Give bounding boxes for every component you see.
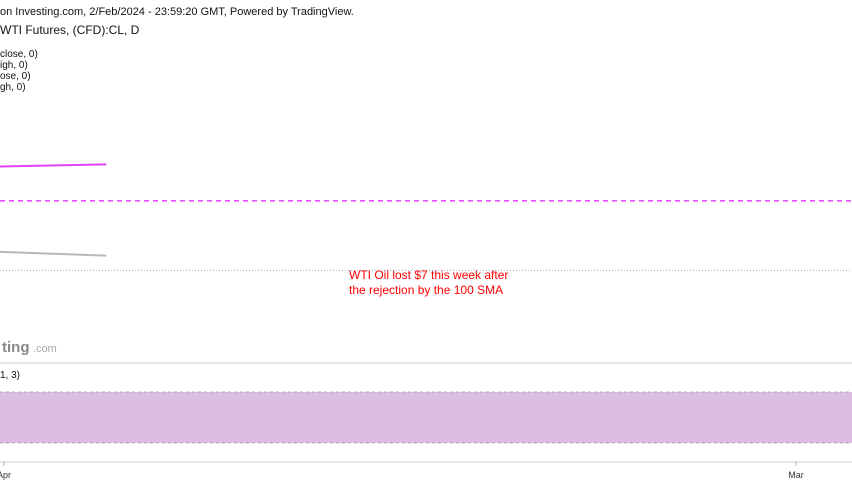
stochastic-band [0,392,852,443]
annotation-line-2: the rejection by the 100 SMA [349,283,503,297]
indicator-legend-1: close, 0) [0,49,38,60]
x-tick-label: Apr [0,470,11,480]
indicator-legend-3: ose, 0) [0,71,31,82]
indicator-legend-2: igh, 0) [0,60,28,71]
sma-line-1 [0,163,107,168]
chart-source-line: on Investing.com, 2/Feb/2024 - 23:59:20 … [0,6,354,18]
watermark-logo: ting [2,339,30,356]
stochastic-legend: 1, 3) [0,370,21,381]
indicator-legend-4: gh, 0) [0,82,26,93]
x-tick-label: Mar [788,470,804,480]
sma-line-4 [0,250,107,257]
annotation-line-1: WTI Oil lost $7 this week after [349,268,508,282]
chart-symbol-line: WTI Futures, (CFD):CL, D [0,23,140,37]
watermark-suffix: .com [33,343,57,355]
